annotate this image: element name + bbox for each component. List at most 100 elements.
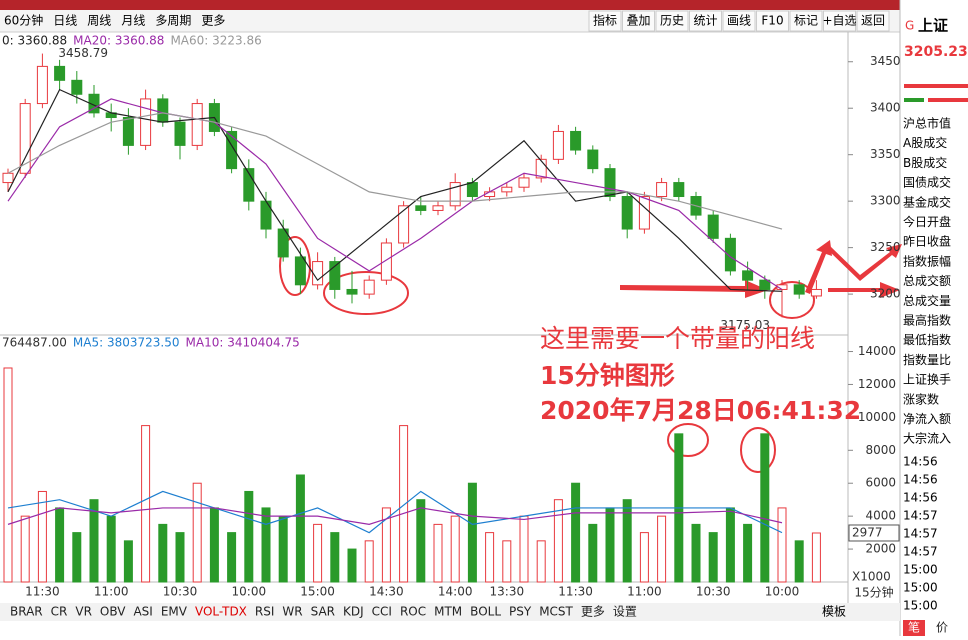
indicator-tab[interactable]: 设置 bbox=[613, 605, 637, 619]
vol-tick-label: 2000 bbox=[865, 542, 896, 556]
vol-current: 2977 bbox=[852, 525, 883, 539]
candle-body bbox=[449, 182, 461, 207]
volume-bar bbox=[330, 532, 340, 583]
period-tab[interactable]: 月线 bbox=[121, 14, 145, 28]
vol-tick-label: 8000 bbox=[865, 443, 896, 457]
x-tick-label: 10:30 bbox=[163, 585, 198, 599]
footer-tab[interactable]: 价 bbox=[936, 621, 948, 635]
tool-button-label[interactable]: +自选 bbox=[822, 14, 856, 28]
tool-button[interactable] bbox=[722, 10, 756, 32]
candle-body bbox=[466, 182, 478, 198]
tool-button-label[interactable]: 指标 bbox=[593, 13, 617, 28]
tool-button-label[interactable]: 返回 bbox=[861, 14, 885, 28]
tool-button[interactable] bbox=[789, 10, 823, 32]
annotation: 15分钟图形 bbox=[540, 361, 675, 390]
tool-button-label[interactable]: F10 bbox=[761, 14, 783, 28]
template-button[interactable]: 模板 bbox=[822, 605, 846, 619]
tool-button[interactable] bbox=[856, 10, 890, 32]
legend-entry: 764487.00 bbox=[2, 336, 67, 350]
candle-body bbox=[122, 117, 134, 146]
period-tab[interactable]: 周线 bbox=[87, 14, 111, 28]
stat-label: 指数振幅 bbox=[903, 253, 951, 268]
index-name: 上证 bbox=[918, 17, 948, 35]
legend-entry: MA60: 3223.86 bbox=[170, 34, 261, 48]
period-tab[interactable]: 60分钟 bbox=[4, 13, 43, 28]
candle-body bbox=[759, 279, 771, 290]
volume-bar bbox=[725, 507, 735, 583]
tool-button[interactable] bbox=[655, 10, 689, 32]
tool-button[interactable] bbox=[622, 10, 655, 32]
x-tick-label: 10:00 bbox=[232, 585, 267, 599]
volume-bar bbox=[347, 548, 357, 583]
indicator-tab[interactable]: VR bbox=[75, 605, 92, 619]
volume-bar bbox=[106, 515, 116, 583]
indicator-tab[interactable]: MTM bbox=[434, 605, 462, 619]
candle-body bbox=[793, 284, 805, 295]
volume-bar bbox=[209, 507, 219, 583]
x-tick-label: 14:30 bbox=[369, 585, 404, 599]
trade-time: 14:56 bbox=[903, 491, 938, 505]
period-tab[interactable]: 日线 bbox=[53, 14, 77, 28]
tool-button[interactable] bbox=[588, 10, 622, 32]
indicator-tab[interactable]: RSI bbox=[255, 605, 275, 619]
tool-button-label[interactable]: 标记 bbox=[794, 14, 818, 28]
volume-bar bbox=[691, 523, 701, 583]
y-tick-label: 3200 bbox=[870, 287, 901, 301]
indicator-tab[interactable]: 更多 bbox=[581, 605, 605, 619]
low-label: 3175.03 bbox=[720, 318, 770, 332]
tool-button-label[interactable]: 历史 bbox=[660, 14, 684, 28]
volume-bar bbox=[571, 482, 581, 583]
tab-strip bbox=[0, 0, 900, 10]
candle-body bbox=[36, 65, 48, 105]
up-bar bbox=[904, 84, 968, 88]
indicator-tab[interactable]: CCI bbox=[372, 605, 392, 619]
ma-line bbox=[7, 507, 783, 525]
indicator-tab[interactable]: BRAR bbox=[10, 605, 43, 619]
tool-button-label[interactable]: 画线 bbox=[727, 14, 751, 28]
indicator-tab[interactable]: VOL-TDX bbox=[195, 605, 247, 619]
tool-button-label[interactable]: 叠加 bbox=[626, 14, 650, 28]
up-bar bbox=[928, 98, 968, 102]
x-tick-label: 11:00 bbox=[94, 585, 129, 599]
volume-bar bbox=[485, 532, 495, 583]
x-tick-label: 10:30 bbox=[696, 585, 731, 599]
candle-body bbox=[501, 186, 513, 193]
volume-bar bbox=[536, 540, 546, 583]
trade-time: 14:57 bbox=[903, 545, 938, 559]
candle-body bbox=[570, 130, 582, 151]
candle-body bbox=[398, 205, 410, 244]
indicator-tab[interactable]: ASI bbox=[133, 605, 152, 619]
tool-button-label[interactable]: 统计 bbox=[693, 14, 717, 28]
indicator-tab[interactable]: PSY bbox=[509, 605, 532, 619]
indicator-tab[interactable]: OBV bbox=[100, 605, 126, 619]
volume-bar bbox=[244, 490, 254, 583]
indicator-tab[interactable]: ROC bbox=[400, 605, 426, 619]
footer-tab[interactable]: 笔 bbox=[908, 620, 920, 635]
candle-body bbox=[552, 130, 564, 160]
stat-label: 最低指数 bbox=[903, 332, 951, 347]
footer-active bbox=[903, 620, 925, 636]
stat-label: 总成交量 bbox=[903, 293, 951, 308]
tool-button[interactable] bbox=[756, 10, 789, 32]
indicator-tab[interactable]: CR bbox=[51, 605, 68, 619]
tool-button[interactable] bbox=[823, 10, 856, 32]
indicator-tab[interactable]: WR bbox=[282, 605, 302, 619]
indicator-tab[interactable]: BOLL bbox=[470, 605, 501, 619]
period-tab[interactable]: 多周期 bbox=[155, 14, 191, 28]
stat-label: 大宗流入 bbox=[903, 431, 951, 446]
tool-button[interactable] bbox=[689, 10, 722, 32]
indicator-tab[interactable]: KDJ bbox=[343, 605, 364, 619]
candle-body bbox=[226, 130, 238, 170]
indicator-tab[interactable]: MCST bbox=[539, 605, 573, 619]
volume-bar bbox=[158, 523, 168, 583]
candle-body bbox=[294, 256, 306, 286]
indicator-tab[interactable]: SAR bbox=[311, 605, 335, 619]
candle-body bbox=[638, 196, 650, 230]
indicator-tab[interactable]: EMV bbox=[161, 605, 188, 619]
y-tick-label: 3400 bbox=[870, 101, 901, 115]
down-bar bbox=[904, 98, 924, 102]
legend-entry: MA10: 3410404.75 bbox=[186, 336, 300, 350]
period-tab[interactable]: 更多 bbox=[201, 14, 225, 28]
volume-bar bbox=[519, 515, 529, 583]
indicator-bar bbox=[0, 603, 900, 621]
